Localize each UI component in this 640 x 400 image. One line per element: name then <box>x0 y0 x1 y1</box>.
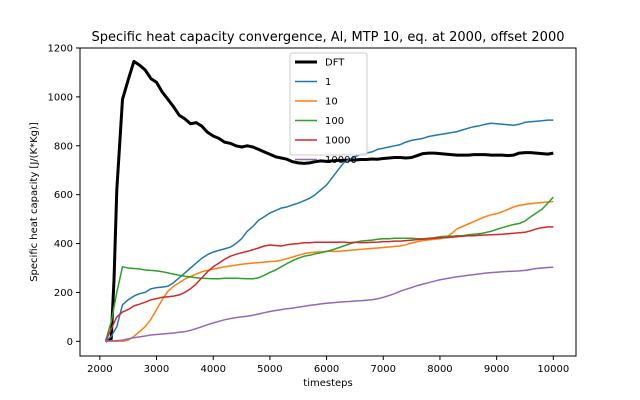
x-tick-label: 5000 <box>257 364 282 375</box>
y-axis-label: Specific heat capacity [J/(K*Kg)] <box>29 122 40 282</box>
legend-label-10000: 10000 <box>325 155 357 166</box>
y-tick-label: 800 <box>54 141 73 152</box>
y-tick-label: 200 <box>54 288 73 299</box>
y-tick-label: 0 <box>67 337 73 348</box>
series-layer <box>104 59 554 343</box>
y-tick-label: 1000 <box>48 92 73 103</box>
x-tick-label: 2000 <box>87 364 112 375</box>
x-tick-label: 9000 <box>484 364 509 375</box>
legend: DFT 1 10 100 1000 10000 <box>289 52 368 166</box>
legend-label-100: 100 <box>325 116 344 127</box>
x-tick-label: 3000 <box>144 364 169 375</box>
x-tick-label: 7000 <box>371 364 396 375</box>
x-axis: 2000 3000 4000 5000 6000 7000 8000 9000 10000 <box>87 356 569 375</box>
y-tick-label: 1200 <box>48 44 73 55</box>
plot-area <box>79 47 577 357</box>
legend-label-1: 1 <box>325 77 331 88</box>
series-line-1 <box>105 119 554 342</box>
y-tick-label: 600 <box>54 190 73 201</box>
y-axis: 0 200 400 600 800 1000 1200 <box>48 44 80 348</box>
legend-label-DFT: DFT <box>325 58 345 69</box>
legend-label-10: 10 <box>325 97 338 108</box>
series-line-DFT <box>104 59 554 343</box>
x-tick-label: 6000 <box>314 364 339 375</box>
x-tick-label: 8000 <box>427 364 452 375</box>
x-axis-label: timesteps <box>303 378 352 389</box>
legend-box <box>289 52 368 156</box>
chart-title: Specific heat capacity convergence, Al, … <box>92 30 565 45</box>
legend-label-1000: 1000 <box>325 136 350 147</box>
series-line-1000 <box>104 226 554 342</box>
series-line-100 <box>104 196 554 342</box>
x-tick-label: 10000 <box>537 364 569 375</box>
x-tick-label: 4000 <box>200 364 225 375</box>
series-line-10 <box>105 200 554 343</box>
y-tick-label: 400 <box>54 239 73 250</box>
series-line-10000 <box>105 266 554 343</box>
